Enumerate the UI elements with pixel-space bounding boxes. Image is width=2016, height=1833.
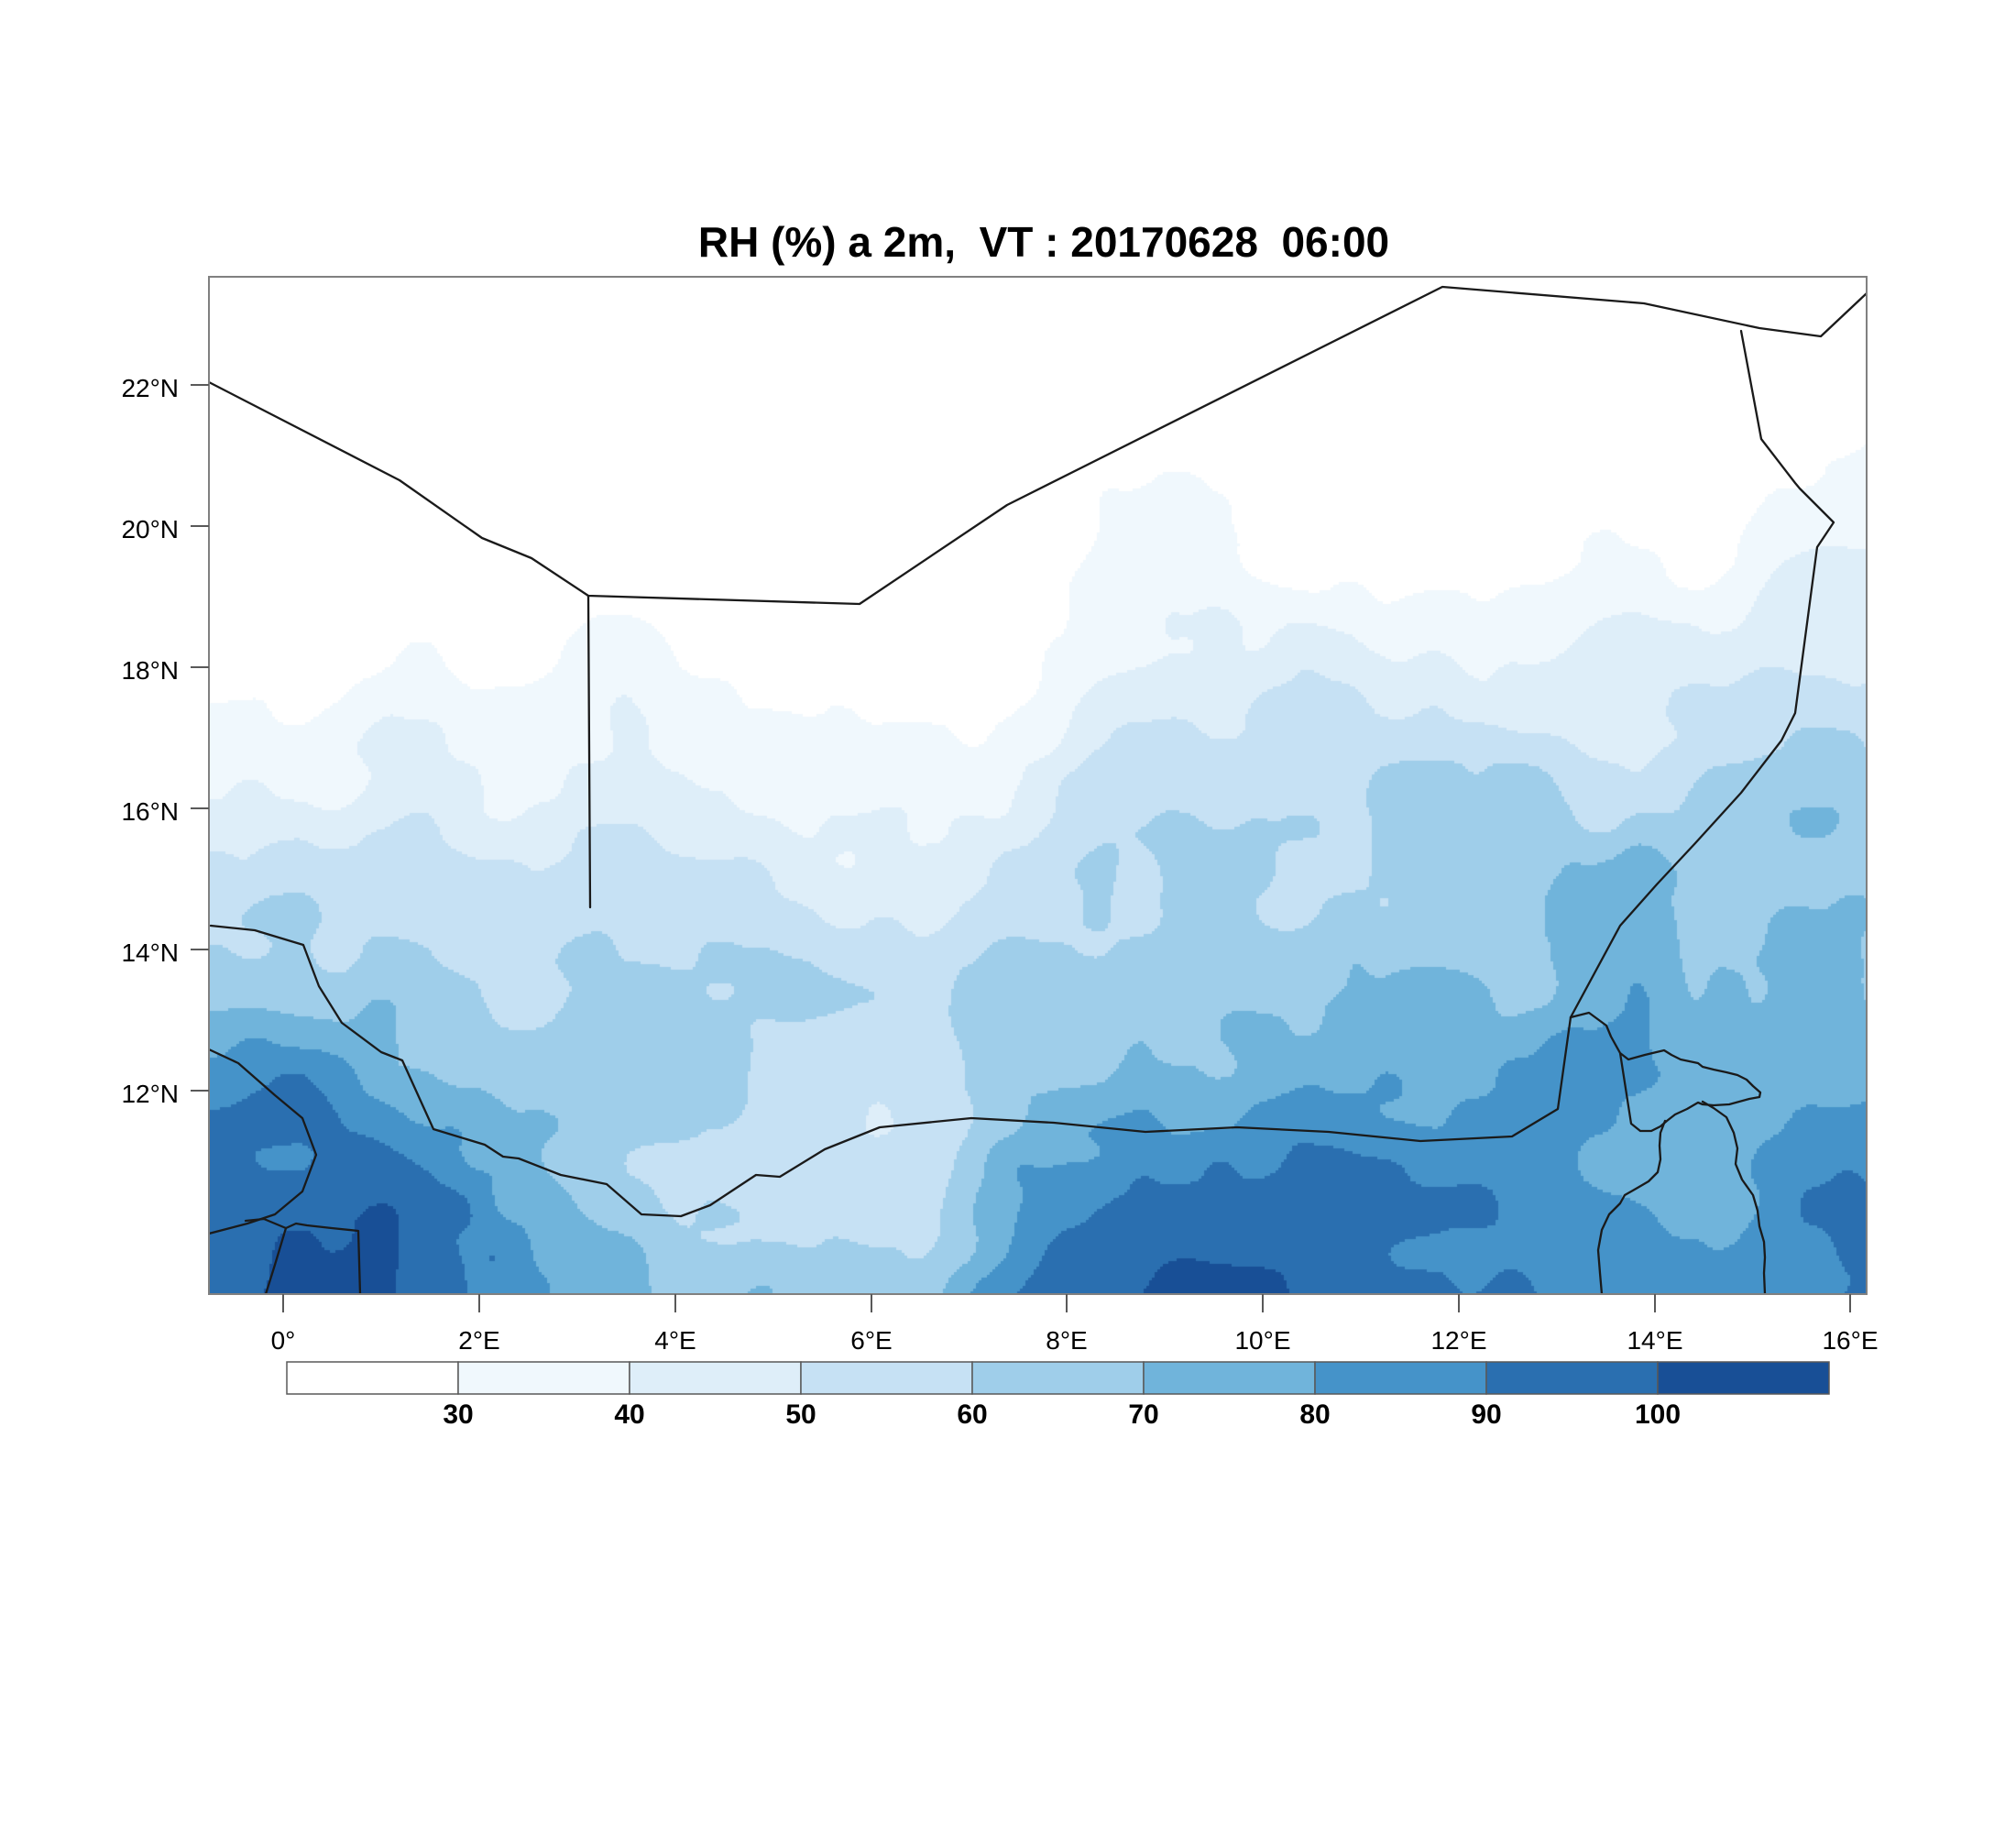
svg-text:6°E: 6°E bbox=[850, 1326, 892, 1355]
svg-text:RH (%) a 2m, VT : 20170628 0: RH (%) a 2m, VT : 20170628 06:00 bbox=[698, 218, 1389, 266]
svg-text:16°N: 16°N bbox=[121, 797, 179, 826]
svg-text:16°E: 16°E bbox=[1822, 1326, 1878, 1355]
svg-text:8°E: 8°E bbox=[1046, 1326, 1087, 1355]
svg-text:70: 70 bbox=[1128, 1399, 1158, 1430]
svg-text:22°N: 22°N bbox=[121, 374, 179, 402]
svg-text:20°N: 20°N bbox=[121, 515, 179, 543]
svg-text:60: 60 bbox=[957, 1399, 987, 1430]
svg-text:18°N: 18°N bbox=[121, 656, 179, 685]
svg-text:40: 40 bbox=[614, 1399, 644, 1430]
svg-text:50: 50 bbox=[785, 1399, 816, 1430]
svg-text:14°E: 14°E bbox=[1627, 1326, 1682, 1355]
svg-text:80: 80 bbox=[1299, 1399, 1330, 1430]
svg-text:4°E: 4°E bbox=[654, 1326, 696, 1355]
svg-text:2°E: 2°E bbox=[458, 1326, 499, 1355]
svg-text:30: 30 bbox=[443, 1399, 473, 1430]
svg-text:100: 100 bbox=[1635, 1399, 1681, 1430]
svg-text:90: 90 bbox=[1471, 1399, 1501, 1430]
svg-text:14°N: 14°N bbox=[121, 938, 179, 967]
svg-text:0°: 0° bbox=[271, 1326, 296, 1355]
svg-text:10°E: 10°E bbox=[1234, 1326, 1290, 1355]
svg-text:12°E: 12°E bbox=[1430, 1326, 1486, 1355]
svg-text:12°N: 12°N bbox=[121, 1080, 179, 1108]
